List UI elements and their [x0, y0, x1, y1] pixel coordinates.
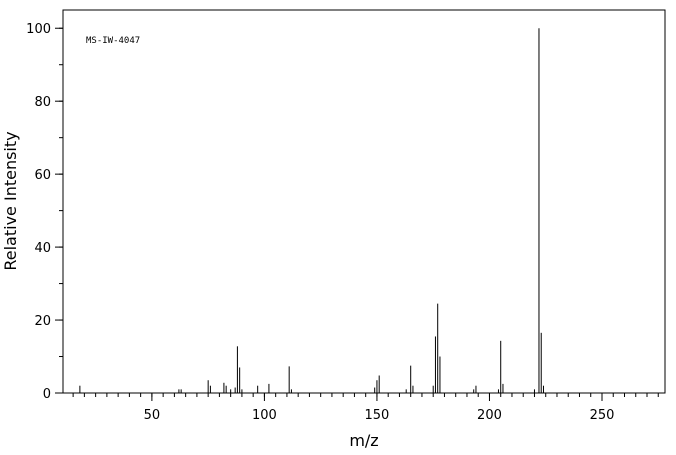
- y-axis-label: Relative Intensity: [1, 131, 20, 270]
- y-tick-label: 20: [34, 314, 51, 329]
- y-tick-label: 0: [43, 387, 51, 402]
- y-tick-label: 40: [34, 241, 51, 256]
- x-tick-label: 200: [477, 408, 502, 423]
- y-tick-label: 60: [34, 168, 51, 183]
- x-tick-label: 50: [144, 408, 161, 423]
- annotation: MS-IW-4047: [86, 36, 140, 46]
- y-tick-label: 100: [26, 22, 51, 37]
- x-tick-label: 250: [590, 408, 615, 423]
- y-tick-label: 80: [34, 95, 51, 110]
- plot-frame: [62, 9, 666, 394]
- x-axis-label: m/z: [349, 431, 378, 450]
- x-tick-label: 150: [365, 408, 390, 423]
- x-tick-label: 100: [252, 408, 277, 423]
